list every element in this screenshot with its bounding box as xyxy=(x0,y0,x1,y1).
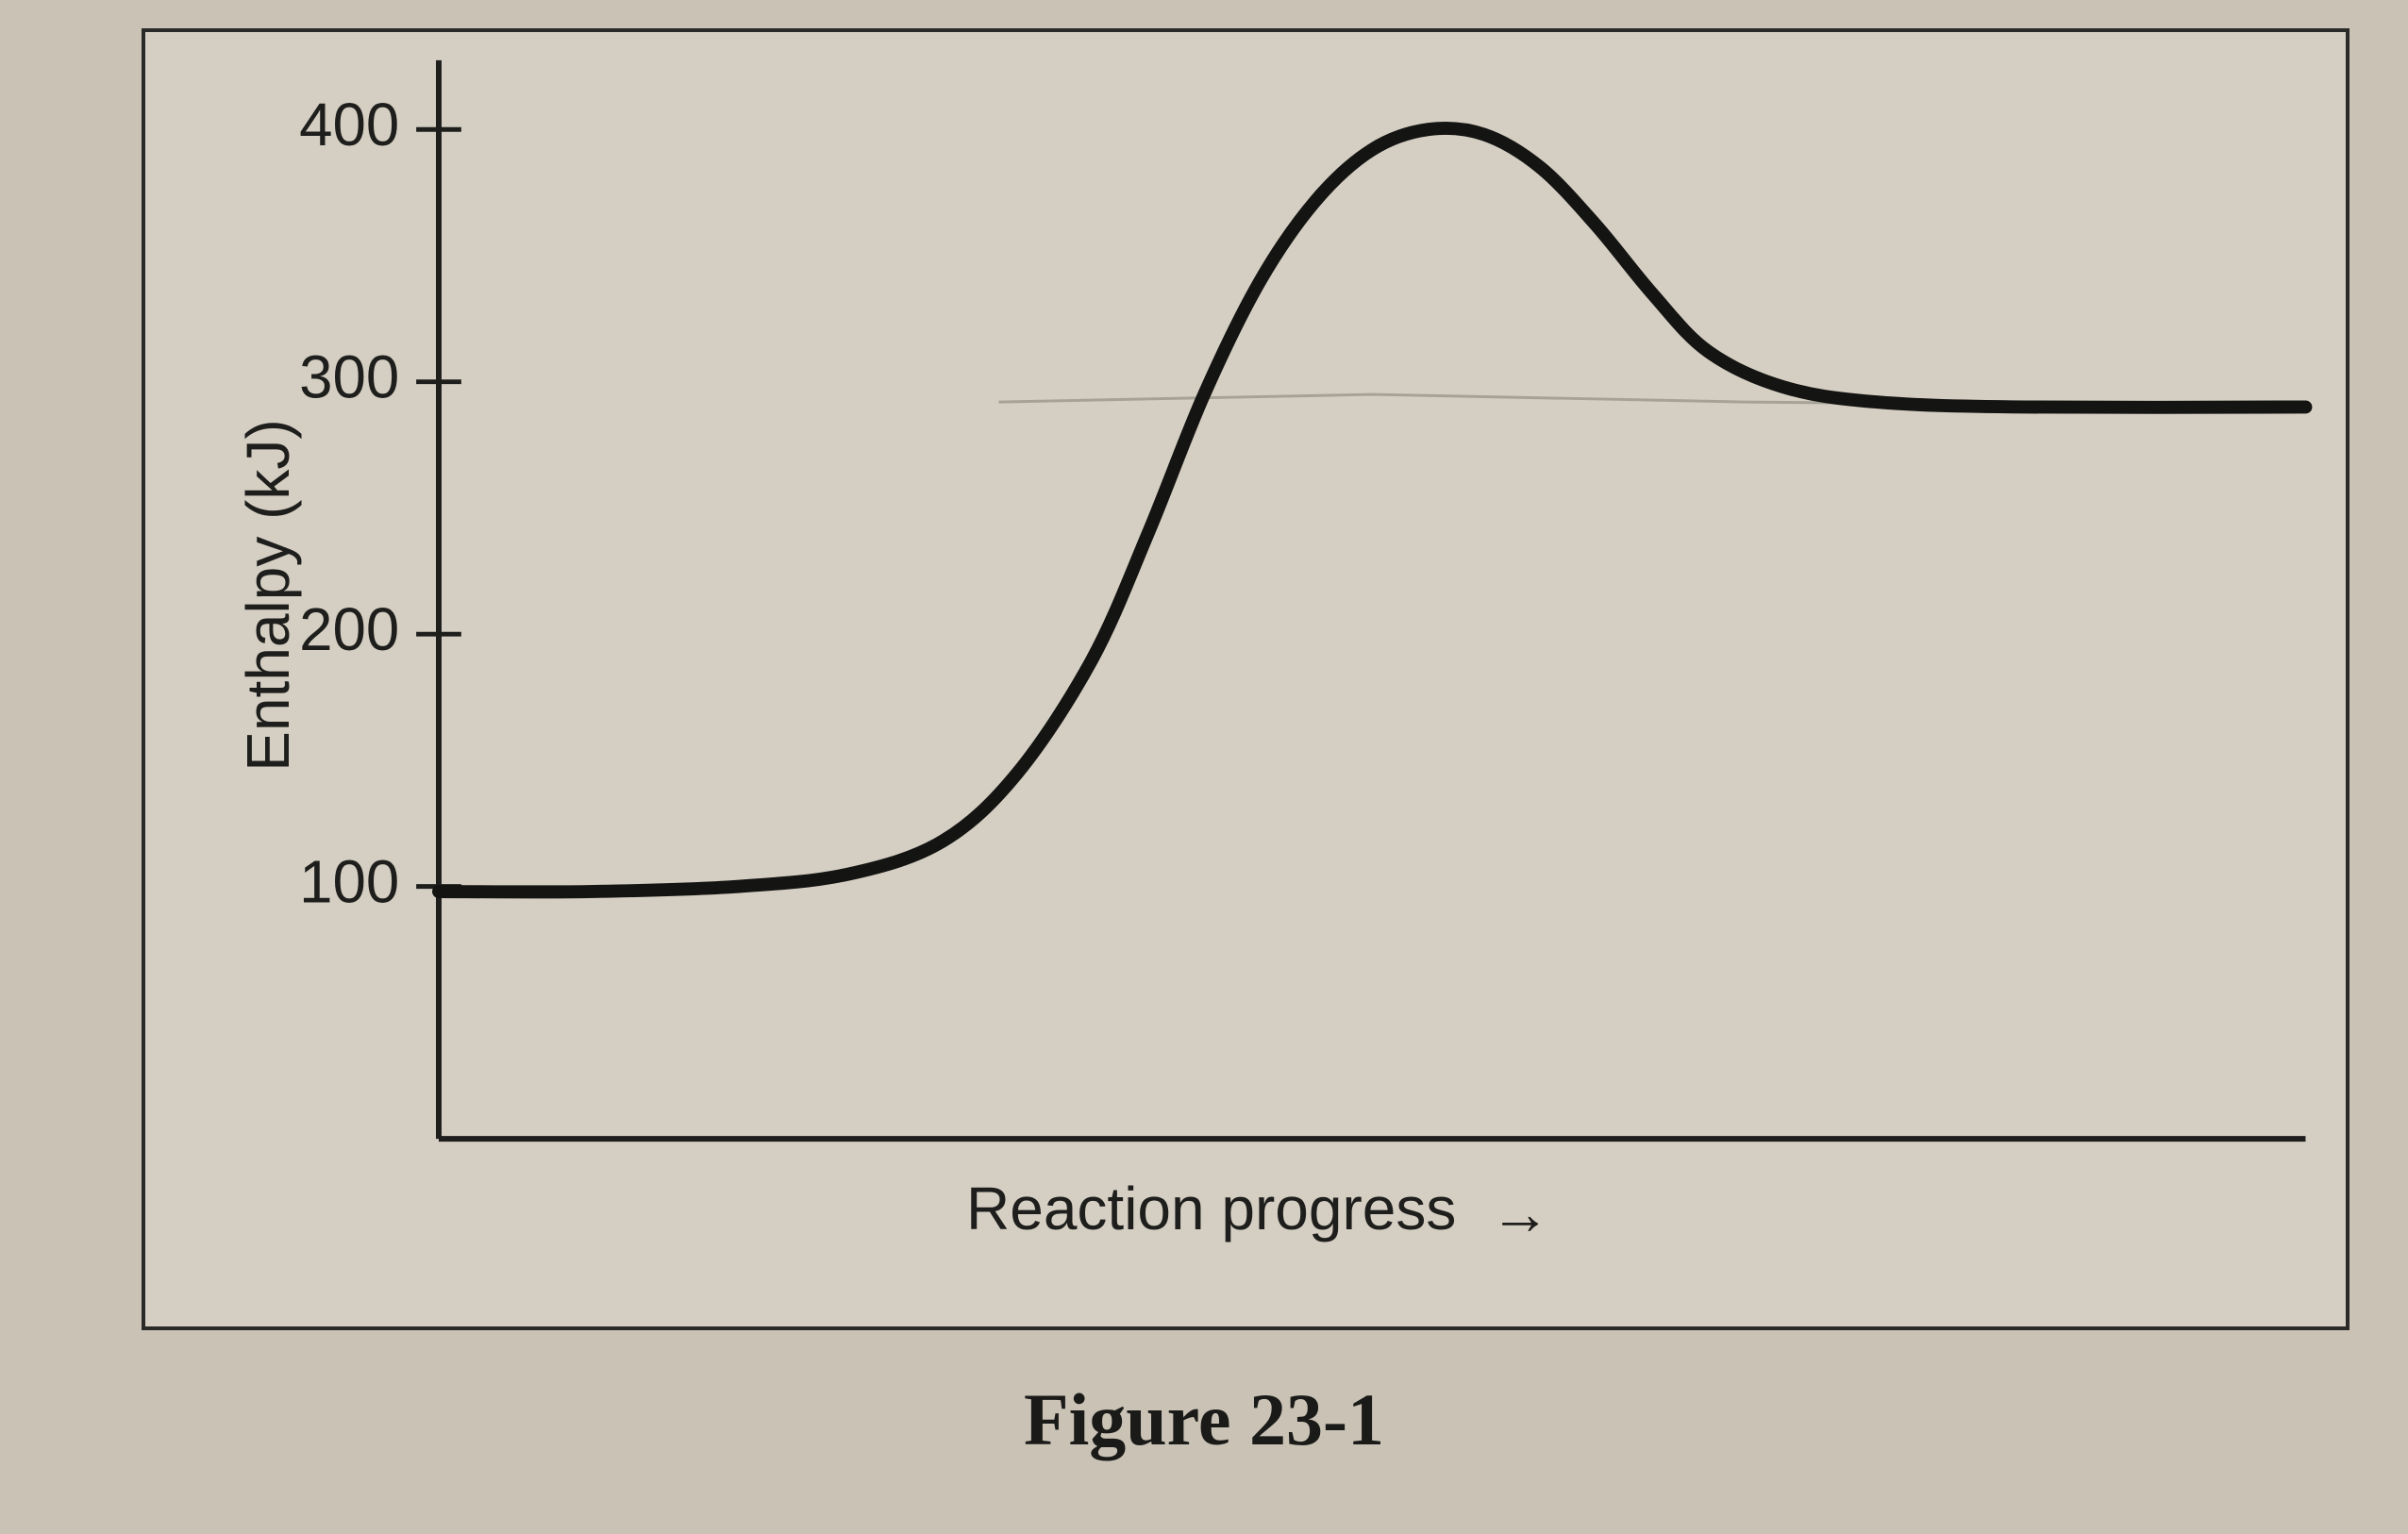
x-axis-label-text: Reaction progress xyxy=(966,1175,1456,1242)
y-tick-label: 100 xyxy=(299,848,399,915)
y-axis-label: Enthalpy (kJ) xyxy=(233,359,303,831)
figure-caption: Figure 23-1 xyxy=(0,1377,2408,1462)
y-tick-label: 400 xyxy=(299,92,399,158)
y-tick-label: 300 xyxy=(299,344,399,411)
arrow-right-icon: → xyxy=(1490,1178,1550,1248)
figure-panel: 100 200 300 400 Enthalpy (kJ) Reaction prog… xyxy=(142,28,2349,1330)
enthalpy-reaction-chart: 100 200 300 400 xyxy=(145,32,2346,1326)
y-tick-label: 200 xyxy=(299,596,399,663)
figure-page: 100 200 300 400 Enthalpy (kJ) Reaction prog… xyxy=(0,0,2408,1534)
reaction-energy-curve xyxy=(439,128,2305,892)
x-axis-label: Reaction progress → xyxy=(966,1174,1550,1248)
